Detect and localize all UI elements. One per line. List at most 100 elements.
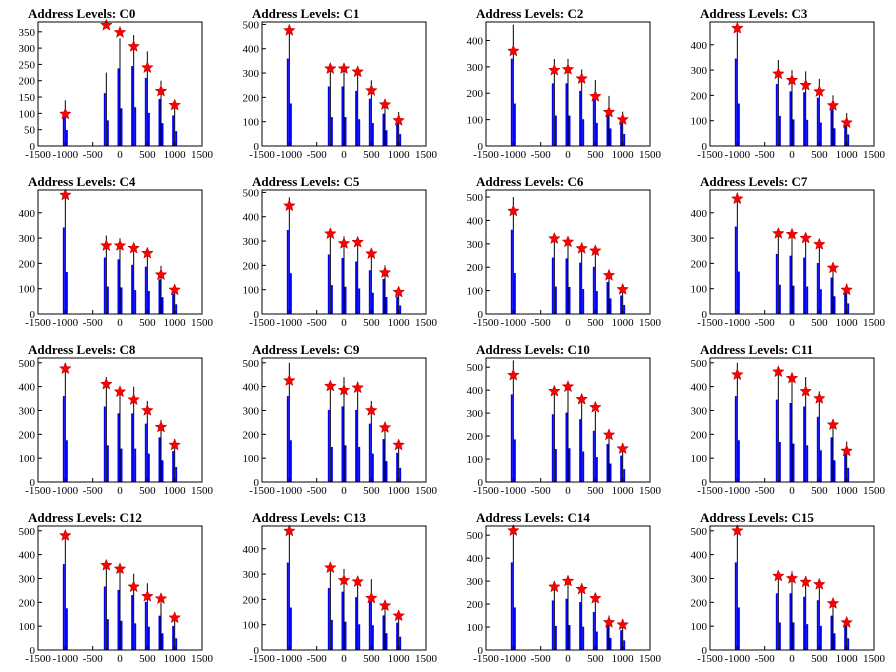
panel-title: Address Levels: C0	[28, 6, 135, 21]
y-tick-label: 100	[691, 453, 708, 465]
peak-marker-star	[506, 368, 520, 381]
x-tick-label: 1500	[191, 485, 214, 497]
x-tick-label: 0	[789, 317, 795, 329]
y-tick-label: 0	[254, 141, 260, 153]
x-tick-label: 1500	[415, 149, 438, 161]
y-tick-label: 0	[702, 309, 708, 321]
peak-marker-star	[99, 377, 113, 390]
y-tick-label: 300	[19, 43, 36, 55]
y-tick-label: 0	[478, 477, 484, 489]
peak-marker-star	[351, 574, 365, 588]
y-tick-label: 100	[243, 285, 260, 297]
x-tick-label: -1000	[724, 317, 750, 329]
peak-marker-star	[337, 383, 351, 396]
peak-marker-star	[826, 261, 840, 274]
y-tick-label: 300	[243, 68, 260, 80]
peak-marker-star	[799, 78, 813, 91]
x-tick-label: 500	[139, 485, 156, 497]
y-tick-label: 200	[467, 262, 484, 274]
y-tick-label: 100	[691, 284, 708, 296]
peak-marker-star	[113, 25, 127, 38]
y-tick-label: 400	[19, 208, 36, 220]
peak-marker-star	[154, 268, 168, 281]
x-tick-label: -1500	[697, 653, 723, 665]
x-tick-label: 0	[565, 653, 571, 665]
x-tick-label: 500	[587, 653, 604, 665]
peak-marker-star	[392, 438, 406, 451]
x-tick-label: -1000	[52, 653, 78, 665]
peak-marker-star	[282, 373, 296, 387]
y-tick-label: 300	[19, 405, 36, 417]
y-tick-label: 200	[467, 88, 484, 100]
x-tick-label: 1500	[639, 149, 662, 161]
y-tick-label: 100	[467, 115, 484, 127]
peak-marker-star	[730, 524, 744, 537]
x-tick-label: -1000	[276, 317, 302, 329]
x-tick-label: 1000	[612, 149, 635, 161]
y-tick-label: 400	[691, 382, 708, 394]
y-tick-label: 400	[691, 40, 708, 52]
x-tick-label: -500	[83, 317, 104, 329]
x-tick-label: 1000	[612, 485, 635, 497]
y-tick-label: 200	[243, 429, 260, 441]
panel-7: Address Levels: C7 0 100 200 300 400 -1500 -100…	[691, 174, 886, 329]
x-tick-label: 1000	[836, 653, 859, 665]
peak-marker-star	[547, 384, 561, 397]
y-tick-label: 200	[243, 260, 260, 272]
x-tick-label: 0	[565, 149, 571, 161]
peak-marker-star	[730, 368, 744, 381]
x-tick-label: 1000	[388, 485, 411, 497]
x-tick-label: 1000	[388, 317, 411, 329]
x-tick-label: -1500	[697, 149, 723, 161]
peak-marker-star	[113, 562, 127, 575]
y-tick-label: 400	[691, 550, 708, 562]
peak-marker-star	[616, 282, 630, 295]
panel-title: Address Levels: C7	[700, 174, 808, 189]
x-tick-label: 0	[341, 149, 347, 161]
peak-marker-star	[168, 98, 182, 111]
peak-marker-star	[785, 227, 799, 240]
peak-marker-star	[58, 528, 72, 541]
x-tick-label: 500	[811, 653, 828, 665]
peak-marker-star	[826, 98, 840, 111]
peak-marker-star	[812, 577, 826, 590]
peak-marker-star	[127, 393, 141, 406]
panel-15: Address Levels: C15 0 100 200 300 400 500 -1500…	[691, 510, 886, 665]
y-tick-label: 200	[467, 431, 484, 443]
peak-marker-star	[154, 420, 168, 433]
y-tick-label: 500	[243, 358, 260, 370]
panel-title: Address Levels: C13	[252, 510, 366, 525]
panel-title: Address Levels: C14	[476, 510, 590, 525]
x-tick-label: -1000	[500, 485, 526, 497]
peak-marker-star	[364, 591, 378, 604]
y-tick-label: 150	[19, 92, 36, 104]
peak-marker-star	[282, 524, 296, 537]
y-tick-label: 200	[243, 92, 260, 104]
peak-marker-star	[168, 283, 182, 296]
panel-6: Address Levels: C60100200300400500-1500-…	[467, 174, 662, 329]
x-tick-label: -1500	[249, 317, 275, 329]
peak-marker-star	[378, 265, 392, 279]
peak-marker-star	[99, 558, 113, 571]
x-tick-label: -1500	[249, 653, 275, 665]
panel-9: Address Levels: C90100200300400500-1500-…	[243, 342, 438, 497]
x-tick-label: 1500	[863, 149, 886, 161]
panel-5: Address Levels: C50100200300400500-1500-…	[243, 174, 438, 329]
x-tick-label: -500	[531, 317, 552, 329]
panel-title: Address Levels: C12	[28, 510, 142, 525]
y-tick-label: 0	[478, 645, 484, 657]
y-tick-label: 400	[19, 382, 36, 394]
y-tick-label: 200	[19, 76, 36, 88]
y-tick-label: 0	[478, 141, 484, 153]
x-tick-label: -1500	[25, 485, 51, 497]
x-tick-label: 0	[117, 485, 123, 497]
x-tick-label: -1000	[724, 485, 750, 497]
y-tick-label: 300	[467, 576, 484, 588]
y-tick-label: 400	[467, 215, 484, 227]
panel-13: Address Levels: C13 0 100 200 300 400 -1500 -10…	[243, 510, 438, 665]
peak-marker-star	[575, 72, 589, 85]
x-tick-label: 1000	[612, 653, 635, 665]
x-tick-label: 0	[789, 485, 795, 497]
panel-0: Address Levels: C0 0 50 100 150 200 250 300 350 -…	[19, 6, 214, 161]
peak-marker-star	[506, 44, 520, 57]
